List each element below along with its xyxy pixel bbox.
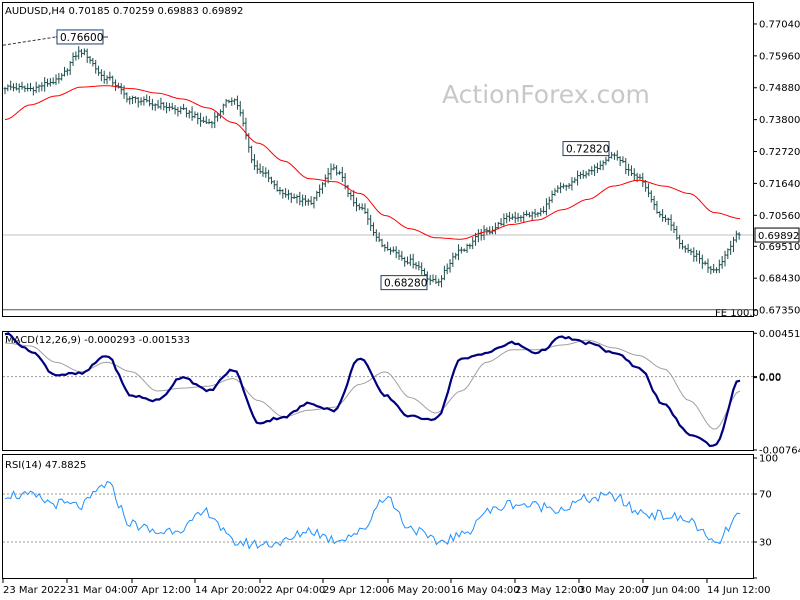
- x-axis: 23 Mar 2022 31 Mar 04:007 Apr 12:00 14 Apr…: [2, 578, 771, 596]
- annotation-box: [56, 29, 104, 45]
- price-y-tick-label: 0.72720: [759, 147, 800, 158]
- x-tick-label: 7 Apr 12:00: [132, 585, 191, 596]
- macd-y-tick-label: 0.004516: [759, 329, 800, 340]
- moving-average-line: [4, 85, 741, 240]
- price-y-tick-label: 0.77040: [759, 19, 800, 30]
- price-y-tick-label: 0.67350: [759, 306, 800, 317]
- annotation-label: 0.68280: [384, 278, 427, 290]
- annotation-label: 0.72820: [566, 144, 609, 156]
- price-y-tick-label: 0.69510: [759, 242, 800, 253]
- macd-signal-line: [4, 339, 741, 430]
- ohlc-bars: [3, 46, 741, 288]
- rsi-title: RSI(14) 47.8825: [5, 460, 86, 471]
- macd-y-axis: 0.0045160.000.00-0.007647: [753, 329, 800, 456]
- price-y-tick-label: 0.70560: [759, 211, 800, 222]
- rsi-y-tick-label: 30: [759, 538, 772, 549]
- watermark: ActionForex.com: [442, 80, 650, 109]
- price-y-axis: 0.77040 0.75960 0.74880 0.73800 0.72720 0.716…: [753, 19, 800, 317]
- price-y-tick-label: 0.74880: [759, 83, 800, 94]
- rsi-y-axis: 100 70 30: [753, 454, 778, 579]
- price-panel-border: [2, 2, 754, 317]
- annotation-box: [380, 275, 428, 291]
- x-tick-label: 29 Apr 12:00: [323, 585, 388, 596]
- price-y-tick-label: 0.71640: [759, 179, 800, 190]
- current-price-label: 0.69892: [758, 231, 799, 242]
- x-tick-label: 16 May 04:00: [451, 585, 520, 596]
- x-tick-label: 30 May 20:00: [579, 585, 648, 596]
- price-y-tick-label: 0.75960: [759, 51, 800, 62]
- fe-level-label: FE 100.0: [715, 308, 759, 319]
- x-tick-label: 14 Apr 20:00: [195, 585, 260, 596]
- x-tick-label: 31 Mar 04:00: [67, 585, 134, 596]
- price-y-tick-label: 0.73800: [759, 115, 800, 126]
- annotation-box: [562, 141, 610, 157]
- current-price-box: [754, 227, 800, 243]
- rsi-y-tick-label: 70: [759, 490, 772, 501]
- annotation-label: 0.76600: [60, 32, 103, 44]
- macd-y-tick-label: 0.00: [759, 372, 781, 383]
- price-chart-title: AUDUSD,H4 0.70185 0.70259 0.69883 0.6989…: [5, 6, 243, 17]
- price-plot: 0.69892 0.76600 0.72820 0.68280: [2, 29, 800, 311]
- rsi-panel-border: [2, 454, 754, 579]
- macd-y-tick-label: 0.00: [759, 373, 781, 384]
- trendline-dashed: [2, 36, 57, 46]
- x-tick-label: 22 Apr 04:00: [260, 585, 325, 596]
- macd-plot: [3, 332, 753, 448]
- rsi-plot: [3, 480, 753, 550]
- macd-title: MACD(12,26,9) -0.000293 -0.001533: [5, 335, 190, 346]
- macd-line: [4, 332, 741, 448]
- x-tick-label: 6 May 20:00: [388, 585, 450, 596]
- x-tick-label: 23 May 12:00: [515, 585, 584, 596]
- price-y-tick-label: 0.68430: [759, 274, 800, 285]
- x-tick-label: 7 Jun 04:00: [643, 585, 700, 596]
- rsi-line: [4, 480, 741, 550]
- macd-panel-border: [2, 331, 754, 451]
- rsi-y-tick-label: 100: [759, 454, 778, 465]
- macd-y-tick-label: -0.007647: [759, 445, 800, 456]
- x-tick-label: 23 Mar 2022: [3, 585, 66, 596]
- x-tick-label: 14 Jun 12:00: [707, 585, 771, 596]
